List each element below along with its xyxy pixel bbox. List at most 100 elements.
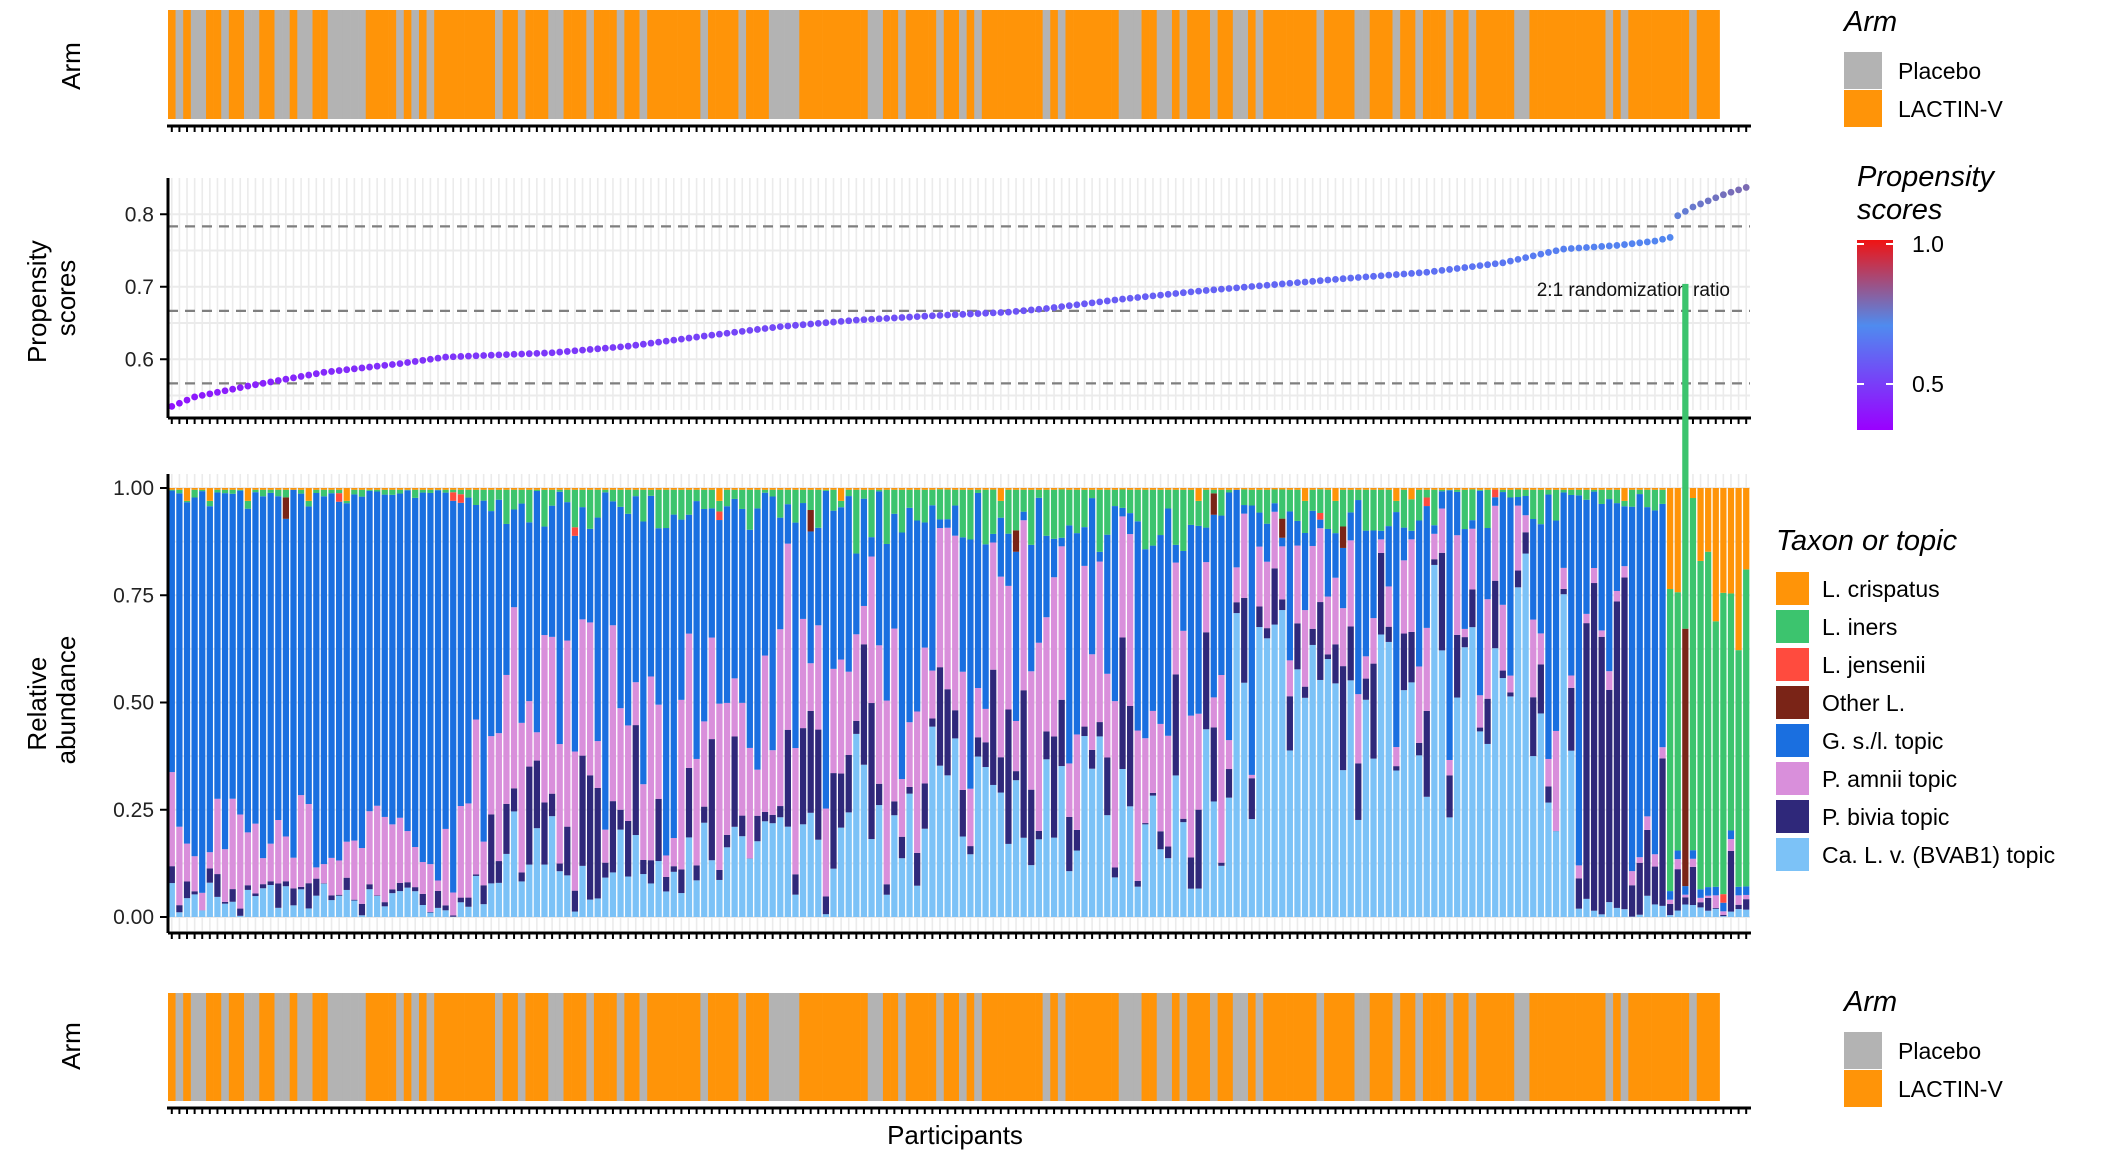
abundance-bar-24-pa [351, 840, 358, 900]
abundance-bar-58-pb [609, 801, 617, 873]
abundance-bar-73-li [723, 489, 731, 507]
propensity-point-20 [320, 368, 328, 376]
abundance-bar-175-lc [1499, 488, 1506, 490]
abundance-bar-65-bv [663, 891, 670, 917]
abundance-bar-187-gs [1590, 491, 1598, 568]
arm-top-bar-93 [875, 10, 884, 119]
propensity-point-78 [761, 325, 769, 332]
abundance-bar-109-pa [997, 576, 1004, 758]
abundance-bar-118-pa [1066, 763, 1073, 817]
abundance-bar-82-pb [792, 874, 799, 895]
propensity-point-24 [350, 365, 358, 373]
abundance-bar-62-li [640, 489, 647, 522]
abundance-bar-47-gs [526, 522, 533, 702]
arm-top-bar-173 [1483, 10, 1492, 119]
abundance-bar-151-bv [1317, 679, 1324, 917]
propensity-point-56 [594, 345, 602, 353]
arm-bottom-bar-42 [487, 993, 496, 1101]
abundance-bar-190-gs [1613, 503, 1621, 591]
propensity-point-116 [1050, 304, 1058, 311]
arm-bottom-bar-171 [1468, 993, 1477, 1101]
abundance-bar-141-gs [1241, 505, 1248, 514]
abundance-bar-134-pa [1187, 715, 1195, 858]
abundance-bar-8-lc [229, 488, 236, 490]
arm-top-bar-64 [654, 10, 663, 119]
abundance-bar-132-gs [1172, 544, 1179, 563]
abundance-bar-69-bv [693, 880, 700, 917]
abundance-bar-157-bv [1362, 699, 1370, 917]
propensity-point-41 [480, 352, 488, 359]
propensity-point-93 [875, 315, 883, 323]
abundance-bar-102-lc [944, 488, 951, 490]
abundance-bar-178-pa [1522, 515, 1529, 533]
abundance-bar-88-lc [837, 488, 845, 501]
abundance-bar-94-lc [883, 488, 890, 490]
abundance-bar-168-pb [1446, 775, 1453, 818]
arm-top-bar-138 [1217, 10, 1226, 119]
abundance-bar-72-li [716, 500, 723, 512]
abundance-bar-26-lc [366, 488, 373, 490]
abundance-bar-123-li [1104, 489, 1111, 535]
abundance-bar-102-pb [944, 689, 951, 776]
propensity-point-205 [1727, 188, 1735, 196]
abundance-bar-50-li [548, 489, 556, 506]
arm-top-bar-12 [259, 10, 268, 119]
abundance-bar-180-pb [1537, 664, 1544, 714]
abundance-bar-47-bv [526, 864, 533, 917]
arm-top-bar-61 [631, 10, 640, 119]
arm-bottom-bar-148 [1293, 993, 1302, 1101]
abundance-bar-71-pb [708, 739, 715, 861]
arm-bottom-bar-30 [396, 993, 405, 1101]
abundance-bar-70-gs [701, 508, 708, 722]
abundance-bar-148-li [1294, 489, 1301, 521]
abundance-bar-207-bv [1743, 909, 1750, 917]
propensity-points [168, 184, 1750, 410]
arm-top-bar-80 [776, 10, 785, 119]
abundance-bar-106-li [974, 489, 982, 493]
arm-bottom-bar-186 [1582, 993, 1591, 1101]
abundance-bar-164-pb [1416, 742, 1423, 756]
abundance-bar-41-gs [480, 500, 487, 842]
arm-top-bar-81 [784, 10, 792, 119]
abundance-bar-18-lc [305, 488, 312, 501]
abundance-bar-149-pa [1301, 610, 1309, 687]
arm-top-bar-155 [1346, 10, 1355, 119]
propensity-point-182 [1552, 247, 1560, 255]
arm-top-bar-162 [1400, 10, 1409, 119]
arm-top-bar-150 [1308, 10, 1317, 119]
abundance-bar-126-lc [1127, 488, 1134, 490]
abundance-bar-49-bv [541, 864, 548, 917]
abundance-bar-198-bv [1674, 910, 1681, 917]
arm-top-bar-71 [708, 10, 716, 119]
abundance-bar-72-lj [716, 511, 723, 521]
abundance-bar-188-gs [1598, 503, 1605, 631]
abundance-bar-66-pa [670, 838, 677, 867]
propensity-point-6 [214, 388, 221, 396]
propensity-point-184 [1567, 245, 1575, 252]
abundance-bar-155-bv [1347, 680, 1354, 917]
abundance-bar-112-pa [1020, 520, 1027, 691]
propensity-point-143 [1256, 282, 1263, 290]
arm-bottom-bar-19 [312, 993, 321, 1101]
abundance-bar-62-bv [640, 874, 647, 917]
abundance-bar-181-li [1545, 489, 1552, 495]
legend-swatch-placebo [1844, 52, 1882, 89]
arm-top-bar-180 [1537, 10, 1545, 119]
abundance-bar-130-gs [1157, 535, 1164, 724]
arm-bottom-bar-15 [282, 993, 290, 1101]
arm-bottom-bar-92 [867, 993, 876, 1101]
abundance-bar-178-li [1522, 489, 1529, 496]
abundance-bar-155-lc [1347, 488, 1354, 490]
abundance-bar-144-lc [1263, 488, 1271, 490]
propensity-point-9 [236, 384, 244, 392]
abundance-bar-94-pa [883, 700, 890, 885]
abundance-bar-22-pa [336, 860, 343, 895]
rel-y-tick-label-2: 0.50 [113, 692, 154, 715]
abundance-bar-171-pa [1469, 528, 1476, 590]
arm-top-bar-143 [1255, 10, 1264, 119]
abundance-bar-8-pa [229, 798, 236, 890]
abundance-bar-144-bv [1263, 638, 1271, 917]
abundance-bar-172-pa [1476, 695, 1484, 728]
abundance-bar-108-lc [990, 488, 997, 490]
abundance-bar-61-li [632, 489, 639, 497]
